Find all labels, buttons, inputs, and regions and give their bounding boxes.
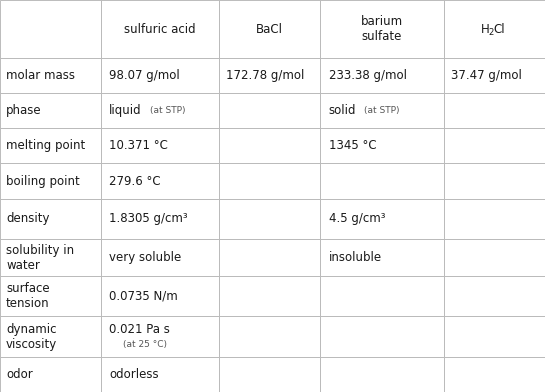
Bar [444,93,545,128]
Bar [444,128,545,163]
Bar [219,128,320,163]
Bar [320,276,444,316]
Bar [0,199,101,239]
Bar [219,58,320,93]
Text: BaCl: BaCl [256,22,283,36]
Bar [0,128,101,163]
Bar [320,128,444,163]
Bar [444,199,545,239]
Text: H: H [481,22,490,36]
Text: 1345 °C: 1345 °C [329,140,377,152]
Text: solubility in
water: solubility in water [6,243,74,272]
Bar [320,239,444,276]
Text: 2: 2 [488,28,494,37]
Bar [444,0,545,58]
Text: surface
tension: surface tension [6,282,50,310]
Bar [320,163,444,199]
Bar [101,93,219,128]
Bar [101,316,219,357]
Text: solid: solid [329,104,356,117]
Bar [0,239,101,276]
Bar [0,0,101,58]
Text: insoluble: insoluble [329,251,382,264]
Text: odor: odor [6,368,33,381]
Bar [101,163,219,199]
Bar [101,58,219,93]
Bar [0,316,101,357]
Bar [219,239,320,276]
Text: boiling point: boiling point [6,174,80,187]
Text: sulfuric acid: sulfuric acid [124,22,196,36]
Text: (at 25 °C): (at 25 °C) [123,340,167,349]
Bar [320,0,444,58]
Text: very soluble: very soluble [109,251,181,264]
Text: 279.6 °C: 279.6 °C [109,174,161,187]
Bar [320,316,444,357]
Bar [320,357,444,392]
Text: 98.07 g/mol: 98.07 g/mol [109,69,180,82]
Text: molar mass: molar mass [6,69,75,82]
Bar [219,163,320,199]
Bar [101,0,219,58]
Bar [219,93,320,128]
Bar [444,316,545,357]
Bar [0,163,101,199]
Bar [444,239,545,276]
Bar [444,357,545,392]
Text: 233.38 g/mol: 233.38 g/mol [329,69,407,82]
Bar [101,276,219,316]
Bar [0,58,101,93]
Text: barium
sulfate: barium sulfate [361,15,403,43]
Bar [0,93,101,128]
Text: 0.0735 N/m: 0.0735 N/m [109,290,178,303]
Text: (at STP): (at STP) [364,106,399,115]
Text: 4.5 g/cm³: 4.5 g/cm³ [329,212,385,225]
Bar [219,276,320,316]
Text: Cl: Cl [494,22,505,36]
Text: 172.78 g/mol: 172.78 g/mol [226,69,305,82]
Bar [320,58,444,93]
Bar [101,239,219,276]
Bar [444,163,545,199]
Bar [101,199,219,239]
Text: phase: phase [6,104,41,117]
Text: odorless: odorless [109,368,159,381]
Text: density: density [6,212,50,225]
Bar [219,316,320,357]
Text: liquid: liquid [109,104,142,117]
Bar [0,357,101,392]
Bar [0,276,101,316]
Bar [219,199,320,239]
Text: (at STP): (at STP) [150,106,186,115]
Text: dynamic
viscosity: dynamic viscosity [6,323,57,350]
Text: melting point: melting point [6,140,86,152]
Bar [444,58,545,93]
Bar [320,199,444,239]
Bar [320,93,444,128]
Bar [101,128,219,163]
Bar [219,0,320,58]
Text: 1.8305 g/cm³: 1.8305 g/cm³ [109,212,188,225]
Bar [101,357,219,392]
Text: 37.47 g/mol: 37.47 g/mol [451,69,522,82]
Text: 10.371 °C: 10.371 °C [109,140,168,152]
Bar [444,276,545,316]
Text: 0.021 Pa s: 0.021 Pa s [109,323,170,336]
Bar [219,357,320,392]
